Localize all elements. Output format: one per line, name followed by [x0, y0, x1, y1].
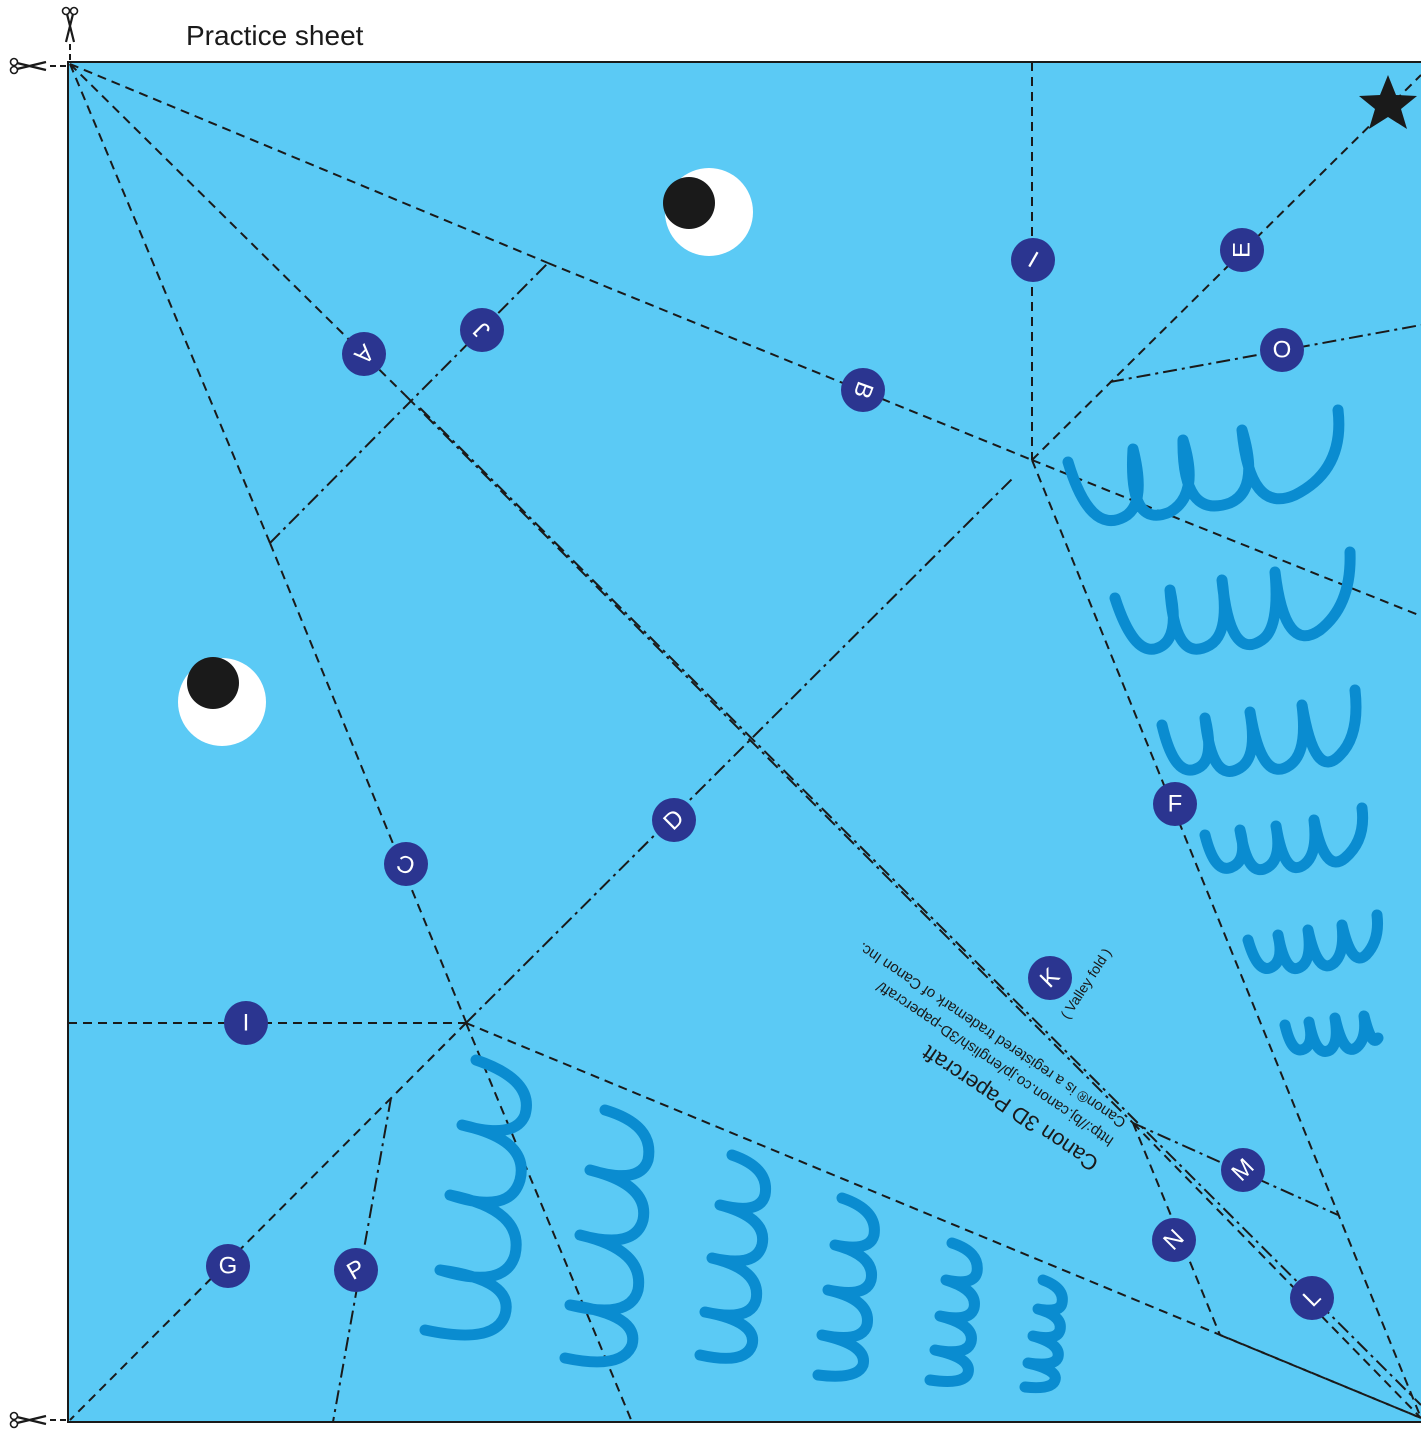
fold-label-o: O — [1260, 328, 1304, 372]
fold-label-d: D — [652, 798, 696, 842]
fold-label-i-top: I — [1011, 238, 1055, 282]
fold-label-m: M — [1221, 1148, 1265, 1192]
fold-label-g: G — [206, 1244, 250, 1288]
label-i-left-text: I — [243, 1010, 250, 1037]
fold-label-j: J — [460, 308, 504, 352]
wave-pattern-bottom — [419, 1054, 1068, 1394]
star-icon — [1359, 75, 1417, 129]
fold-label-f: F — [1153, 782, 1197, 826]
eye-top — [663, 168, 753, 256]
label-e-text: E — [1229, 242, 1256, 258]
scissors-icon — [61, 6, 79, 60]
fold-label-l: L — [1290, 1276, 1334, 1320]
fold-label-p: P — [334, 1248, 378, 1292]
fold-label-a: A — [342, 332, 386, 376]
mountain-fold-lines — [68, 62, 1421, 1423]
label-o-text: O — [1273, 337, 1292, 364]
fold-label-c: C — [384, 842, 428, 886]
wave-pattern-right — [1062, 404, 1384, 1057]
scissors-icon — [9, 57, 66, 75]
fold-label-i-left: I — [224, 1001, 268, 1045]
page-title: Practice sheet — [186, 20, 364, 51]
fold-label-e: E — [1220, 228, 1264, 272]
label-f-text: F — [1168, 791, 1183, 818]
eye-left — [178, 657, 266, 746]
label-g-text: G — [219, 1253, 238, 1280]
scissors-icon — [9, 1411, 66, 1429]
fold-label-k: K — [1028, 956, 1072, 1000]
fold-label-b: B — [841, 368, 885, 412]
fold-label-n: N — [1152, 1218, 1196, 1262]
